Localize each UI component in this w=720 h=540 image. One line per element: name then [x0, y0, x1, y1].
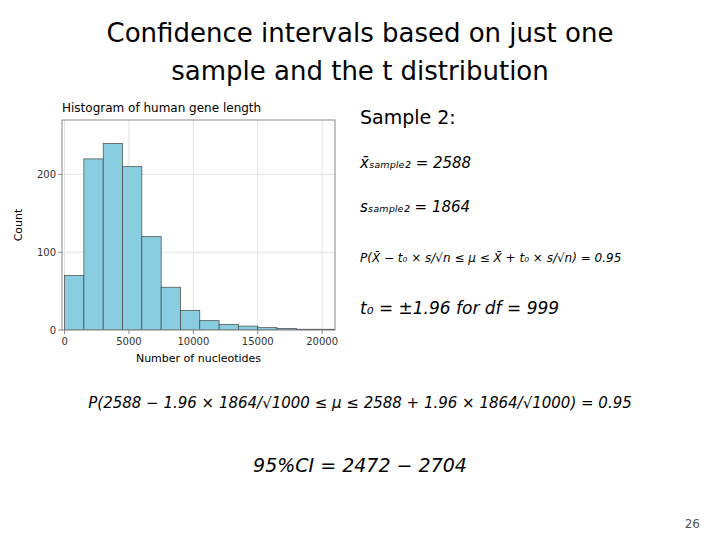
x-tick-label: 5000 [116, 336, 141, 347]
x-tick [322, 330, 323, 334]
x-grid-line [322, 120, 323, 330]
x-tick-label: 20000 [306, 336, 338, 347]
histogram-bar [123, 167, 142, 330]
slide-title-line: sample and the t distribution [171, 56, 549, 86]
histogram-bar [84, 159, 103, 330]
grid [62, 120, 335, 330]
t0-formula: t₀ = ±1.96 for df = 999 [360, 298, 559, 318]
chart-title: Histogram of human gene length [62, 101, 261, 115]
histogram-bar [142, 237, 161, 330]
histogram-bar [180, 311, 199, 330]
y-tick-label: 200 [37, 169, 56, 180]
x-tick [128, 330, 129, 334]
x-tick [64, 330, 65, 334]
x-tick [257, 330, 258, 334]
y-tick-label: 100 [37, 247, 56, 258]
slide: 0 5000 10000 15000 20000 0 100 200 Number of nuc… [0, 0, 720, 540]
ci-result: 95%CI = 2472 − 2704 [253, 454, 467, 476]
bars [65, 143, 335, 330]
plot-frame [62, 120, 335, 330]
axes: 0 5000 10000 15000 20000 0 100 200 Number of nuc… [12, 169, 338, 365]
histogram-bar [65, 276, 84, 330]
histogram-bar [103, 143, 122, 330]
background [0, 0, 720, 540]
bottom-formula: P(2588 − 1.96 × 1864/√1000 ≤ μ ≤ 2588 + … [88, 394, 632, 412]
sd-formula: sₛₐₘₚₗₑ₂ = 1864 [360, 198, 470, 216]
y-tick [58, 330, 62, 331]
x-grid-line [257, 120, 258, 330]
x-tick-label: 15000 [242, 336, 274, 347]
y-axis-label: Count [12, 208, 25, 241]
x-tick [193, 330, 194, 334]
slide-number: 26 [685, 517, 700, 531]
slide-title-line: Confidence intervals based on just one [107, 18, 614, 48]
histogram-bar [219, 325, 238, 330]
histogram-bar [161, 287, 180, 330]
probability-formula: P(X̄ − t₀ × s/√n ≤ μ ≤ X̄ + t₀ × s/√n) =… [360, 251, 621, 265]
y-tick-label: 0 [50, 325, 56, 336]
sample-label: Sample 2: [360, 106, 456, 128]
x-tick-label: 0 [61, 336, 67, 347]
y-tick [58, 174, 62, 175]
histogram-bar [238, 326, 257, 330]
x-axis-label: Number of nucleotides [136, 352, 261, 365]
histogram-bar [200, 321, 219, 330]
x-tick-label: 10000 [177, 336, 209, 347]
x-grid-line [193, 120, 194, 330]
y-tick [58, 252, 62, 253]
mean-formula: x̄ₛₐₘₚₗₑ₂ = 2588 [359, 154, 471, 172]
annotations: Confidence intervals based on just one sa… [88, 18, 700, 531]
